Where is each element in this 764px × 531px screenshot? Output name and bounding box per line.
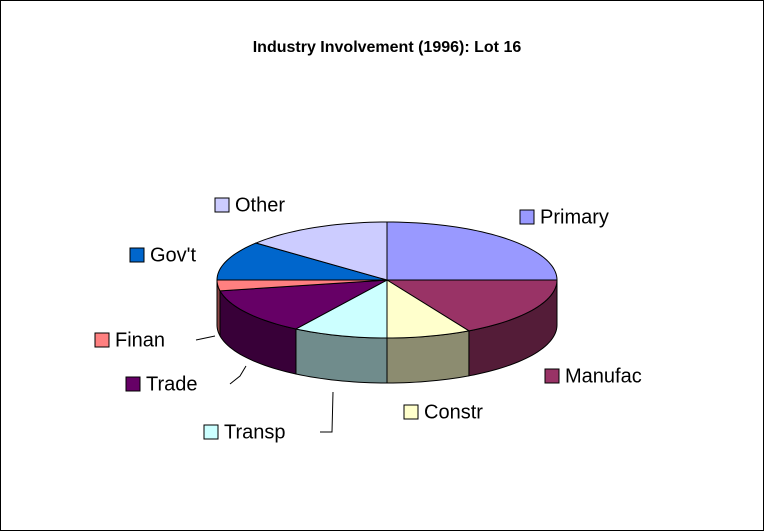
label-swatch	[203, 424, 219, 440]
label-swatch	[129, 247, 145, 263]
slice-label: Primary	[540, 206, 609, 228]
slice-label: Trade	[146, 373, 198, 395]
slice	[386, 279, 471, 339]
label-swatch	[125, 376, 141, 392]
label-swatch	[214, 197, 230, 213]
slice	[216, 279, 388, 292]
slice-label: Transp	[224, 421, 286, 443]
slice	[385, 279, 558, 332]
slice-label: Finan	[115, 329, 165, 351]
slice-side	[386, 330, 470, 384]
label-swatch	[544, 368, 560, 384]
leader-line	[229, 365, 247, 385]
label-swatch	[519, 209, 535, 225]
leader-line	[320, 391, 334, 433]
chart-title: Industry Involvement (1996): Lot 16	[253, 39, 522, 56]
slice	[216, 242, 388, 281]
slice-label: Manufac	[565, 365, 642, 387]
label-swatch	[403, 404, 419, 420]
slice	[219, 279, 388, 330]
slice-label: Other	[235, 194, 285, 216]
slice	[254, 221, 388, 281]
leader-line	[195, 335, 216, 341]
slice	[294, 279, 388, 339]
label-swatch	[94, 332, 110, 348]
slice	[386, 221, 558, 281]
slice-label: Gov't	[150, 244, 196, 266]
slice-label: Constr	[424, 401, 483, 423]
